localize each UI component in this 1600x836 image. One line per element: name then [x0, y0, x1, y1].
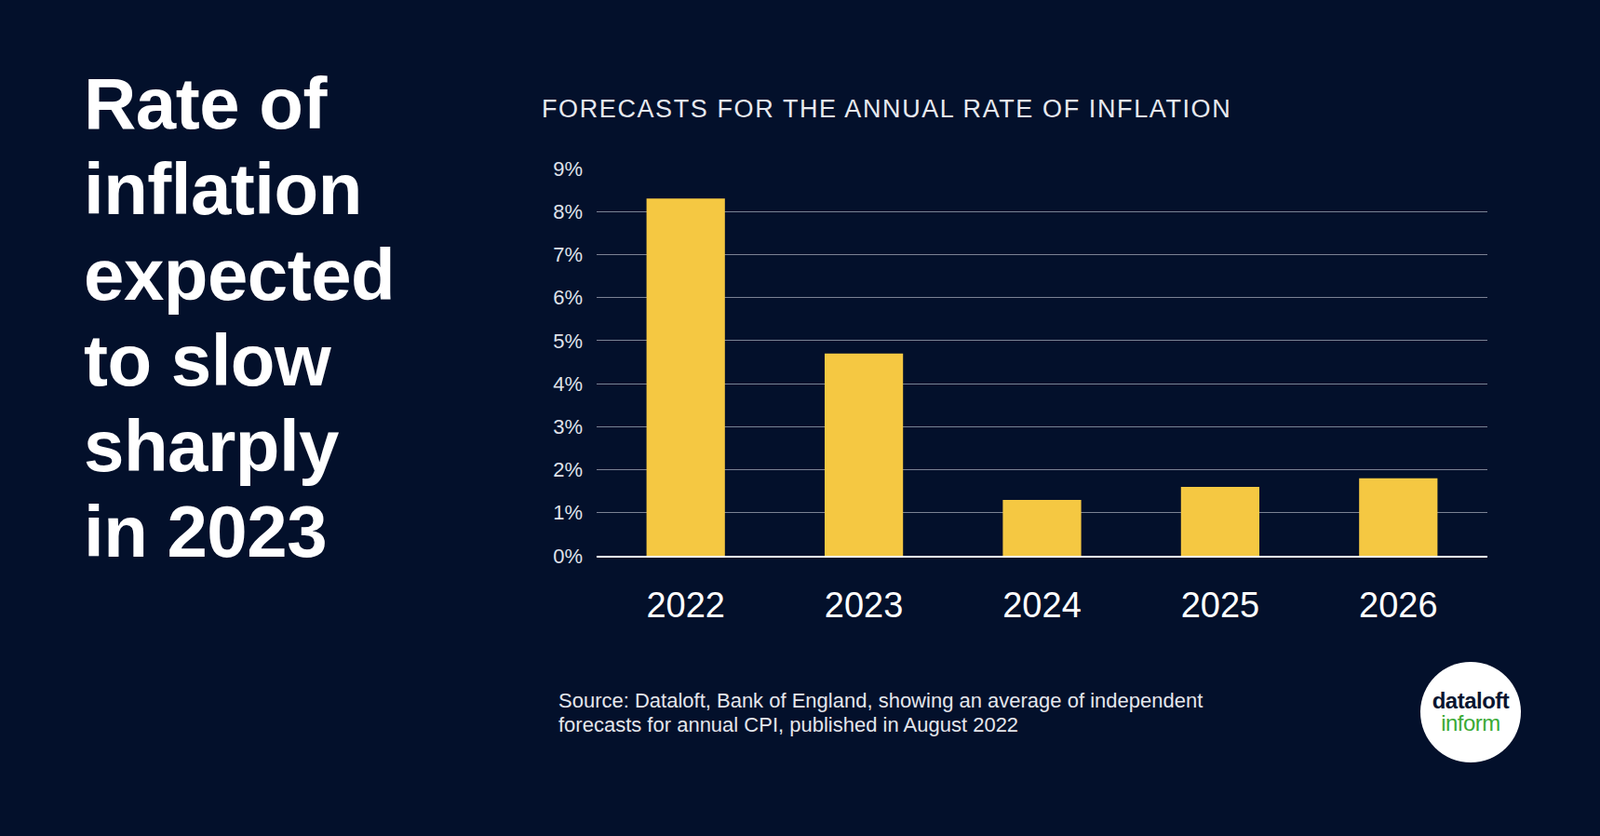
html-text:Source: Dataloft, Bank of Engl: Source: Dataloft, Bank of England, showi… — [558, 688, 1203, 737]
svg-text:9%: 9% — [552, 157, 583, 181]
svg-text:2024: 2024 — [1002, 585, 1082, 625]
svg-text:7%: 7% — [552, 242, 583, 267]
svg-text:6%: 6% — [552, 285, 583, 310]
svg-text:0%: 0% — [552, 544, 583, 568]
html-text:dataloft: dataloft — [1432, 687, 1510, 713]
svg-text:2%: 2% — [552, 457, 583, 482]
svg-text:8%: 8% — [552, 200, 583, 224]
svg-text:2023: 2023 — [824, 585, 904, 625]
svg-text:2026: 2026 — [1358, 585, 1439, 625]
svg-text:2022: 2022 — [645, 585, 726, 625]
svg-text:3%: 3% — [552, 415, 583, 439]
html-text:inform: inform — [1441, 710, 1501, 736]
svg-text:1%: 1% — [552, 500, 583, 525]
html-text:FORECASTS FOR THE ANNUAL RATE: FORECASTS FOR THE ANNUAL RATE OF INFLATI… — [541, 94, 1232, 123]
svg-text:4%: 4% — [552, 372, 583, 396]
svg-text:2025: 2025 — [1181, 585, 1261, 625]
svg-text:5%: 5% — [552, 329, 583, 353]
html-text:Rate of inflation expected to: Rate of inflation expected to slow sharp… — [83, 62, 395, 573]
